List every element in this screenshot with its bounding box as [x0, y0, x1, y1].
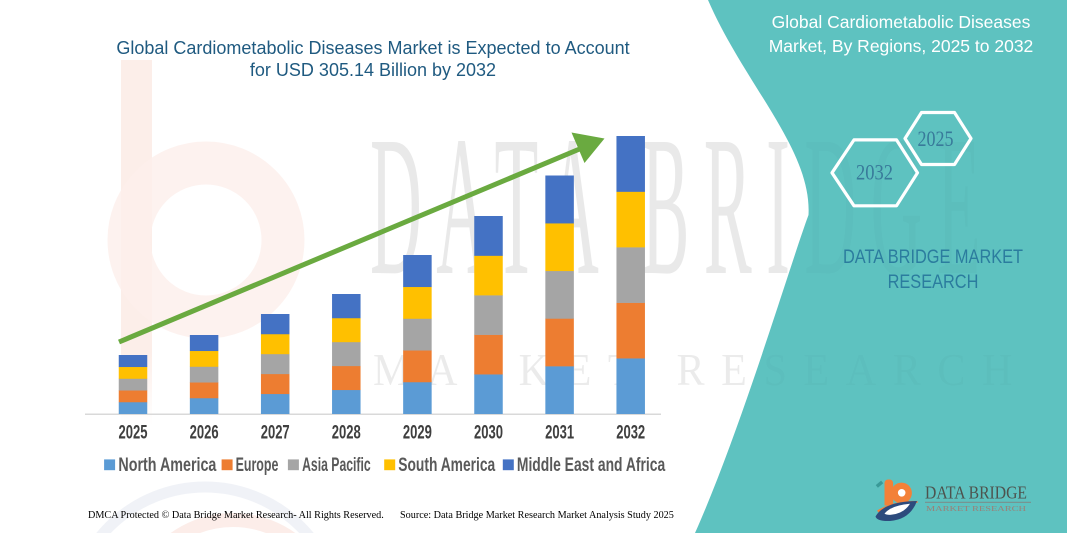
svg-text:DATA BRIDGE: DATA BRIDGE: [925, 483, 1027, 503]
svg-text:2027: 2027: [261, 422, 290, 444]
svg-text:Asia Pacific: Asia Pacific: [302, 454, 371, 476]
svg-text:MARKET RESEARCH: MARKET RESEARCH: [926, 504, 1027, 513]
svg-text:2030: 2030: [474, 422, 503, 444]
svg-text:2025: 2025: [119, 422, 148, 444]
svg-text:North America: North America: [118, 454, 216, 476]
svg-text:2026: 2026: [190, 422, 219, 444]
svg-text:2029: 2029: [403, 422, 432, 444]
svg-text:2025: 2025: [918, 126, 954, 151]
svg-text:Europe: Europe: [236, 454, 279, 476]
svg-text:Middle East and Africa: Middle East and Africa: [517, 454, 665, 476]
svg-text:2031: 2031: [545, 422, 574, 444]
svg-text:2032: 2032: [616, 422, 645, 444]
svg-text:South America: South America: [398, 454, 495, 476]
svg-text:2028: 2028: [332, 422, 361, 444]
svg-text:2032: 2032: [856, 160, 893, 185]
